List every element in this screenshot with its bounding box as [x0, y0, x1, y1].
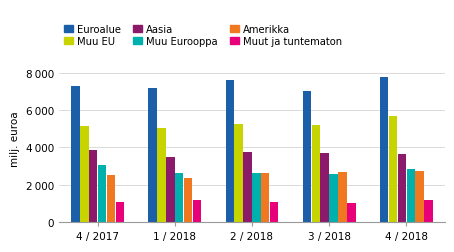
Bar	[338, 173, 347, 222]
Bar	[252, 174, 261, 222]
Bar	[243, 152, 252, 222]
Bar	[329, 175, 338, 222]
Bar	[406, 169, 415, 222]
Bar	[116, 202, 124, 222]
Bar	[234, 125, 243, 222]
Bar	[98, 165, 106, 222]
Bar	[89, 151, 98, 222]
Bar	[80, 127, 89, 222]
Bar	[261, 174, 270, 222]
Bar	[270, 202, 278, 222]
Y-axis label: milj. euroa: milj. euroa	[10, 111, 20, 166]
Bar	[184, 178, 192, 222]
Bar	[321, 153, 329, 222]
Bar	[148, 89, 157, 222]
Legend: Euroalue, Muu EU, Aasia, Muu Eurooppa, Amerikka, Muut ja tuntematon: Euroalue, Muu EU, Aasia, Muu Eurooppa, A…	[64, 25, 342, 47]
Bar	[380, 78, 388, 222]
Bar	[193, 201, 201, 222]
Bar	[389, 116, 397, 222]
Bar	[157, 129, 166, 222]
Bar	[347, 203, 355, 222]
Bar	[415, 171, 424, 222]
Bar	[311, 126, 320, 222]
Bar	[226, 80, 234, 222]
Bar	[175, 174, 183, 222]
Bar	[107, 176, 115, 222]
Bar	[166, 157, 175, 222]
Bar	[424, 201, 433, 222]
Bar	[398, 154, 406, 222]
Bar	[71, 87, 79, 222]
Bar	[303, 91, 311, 222]
